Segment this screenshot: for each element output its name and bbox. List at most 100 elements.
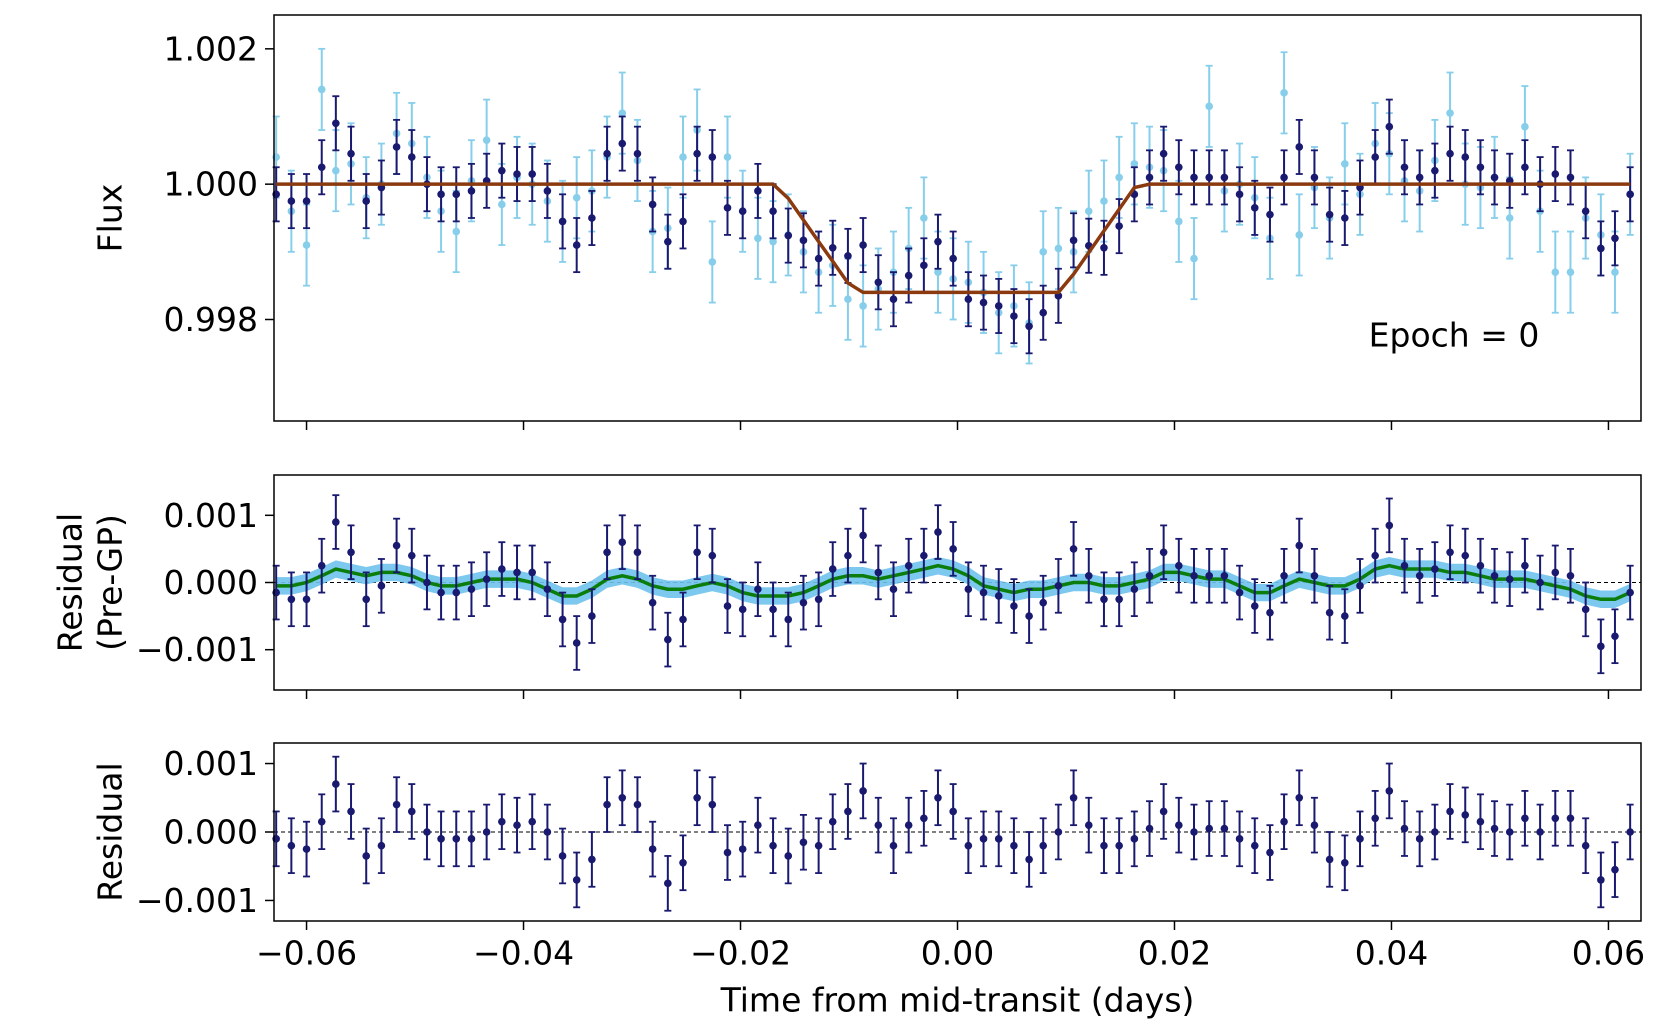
error-bar [784,207,793,264]
data-point [1385,122,1394,131]
data-point [723,204,732,212]
data-point [1295,231,1304,239]
data-point [1461,811,1470,819]
data-point [1220,824,1229,833]
data-point [392,541,401,550]
data-point [1205,173,1214,182]
error-bar [754,561,762,617]
data-point [769,841,777,850]
data-point [799,838,808,847]
error-bar [302,173,311,230]
data-point [1566,173,1575,182]
error-bar [498,793,506,851]
data-point [859,787,867,795]
error-bar [784,591,793,648]
data-point [814,254,823,263]
error-bar [814,571,823,628]
data-point [1385,787,1394,795]
data-point [1461,551,1470,560]
data-point [784,615,793,624]
data-point [1611,234,1619,243]
data-point [1551,170,1560,178]
error-bar [1566,548,1575,604]
data-point [1371,153,1379,161]
y-tick-label: 1.002 [164,29,258,68]
data-point [452,227,461,236]
data-point [1250,841,1259,850]
error-bar [1295,517,1304,574]
data-point [874,568,883,577]
error-bar [1250,817,1259,874]
error-bar [588,588,596,644]
data-point [467,187,476,195]
error-bar [1626,803,1634,861]
error-bar [889,271,898,328]
data-point [1581,841,1590,850]
error-bar [377,159,386,216]
data-point [799,598,808,607]
error-bar [1039,284,1048,341]
data-point [708,258,717,266]
data-point [1310,173,1319,182]
error-bar [904,247,913,304]
data-point [633,548,642,557]
error-bar [513,146,521,202]
annotation: Epoch = 0 [1369,316,1540,355]
data-point [1295,143,1304,151]
error-bar [1581,581,1590,638]
error-bar [889,817,898,874]
data-point [979,588,988,597]
panel: 0.001 0.000 −0.001 Residual (Pre-GP) [51,474,1642,699]
error-bar [1551,146,1560,202]
data-point [784,852,793,860]
error-bar [934,504,942,560]
gp-band [276,556,1631,609]
error-bar [633,125,642,182]
data-point [874,821,883,829]
error-bar [407,129,416,186]
error-bar [1145,800,1154,857]
error-bar [1490,800,1499,857]
data-point [1611,632,1619,641]
error-bar [979,564,988,621]
data-point [874,278,883,287]
data-point [964,295,973,304]
error-bar [1220,800,1229,857]
error-bar [994,277,1003,334]
data-point [287,197,296,205]
error-bar [1341,588,1349,644]
data-point [603,149,611,158]
error-bar [1069,769,1078,827]
data-point [1220,571,1229,580]
data-point [407,153,416,161]
data-point [1626,828,1634,836]
error-bar [979,274,988,331]
error-bar [1385,98,1394,155]
data-point [723,602,732,610]
data-point [1581,605,1590,614]
error-bar [588,831,596,888]
data-point [1235,835,1244,843]
error-bar [964,271,973,328]
error-bar [1310,796,1319,854]
data-point [513,568,521,577]
data-point [1611,865,1619,874]
error-bar [799,813,808,871]
error-bar [437,166,445,223]
data-point [1130,585,1139,594]
data-point [828,565,837,573]
error-bar [1611,210,1619,267]
data-point [934,793,942,802]
data-point [1581,207,1590,216]
error-bar [1521,790,1529,847]
error-bar [828,219,837,276]
data-point [302,595,311,604]
data-point [1597,244,1605,253]
error-bar [1084,796,1093,854]
error-bar [1025,831,1033,888]
error-bar [828,541,837,597]
data-point [317,85,326,94]
data-point [437,835,445,843]
error-bar [528,146,537,202]
